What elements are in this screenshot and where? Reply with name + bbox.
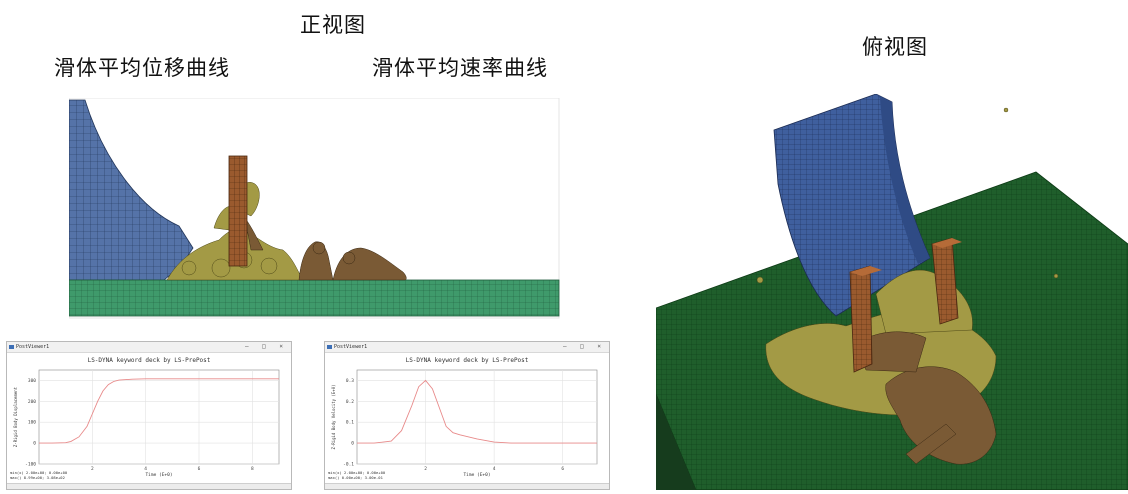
displacement-chart: 2 4 6 8 -100 0 100 200 300 Time (E+0) Z-Rigid Body… — [7, 342, 291, 489]
barrier-pillar — [229, 156, 247, 266]
y-tick-label: 0.3 — [346, 378, 354, 384]
plot-status-bar — [7, 483, 291, 489]
top-view-simulation — [656, 94, 1128, 490]
top-pillar-left — [850, 266, 872, 372]
displacement-curve-label: 滑体平均位移曲线 — [54, 52, 230, 82]
y-axis-label: Z-Rigid Body Displacement — [13, 386, 18, 447]
x-tick-label: 4 — [144, 466, 147, 472]
front-view-mesh — [69, 98, 561, 320]
y-tick-label: 0.2 — [346, 399, 354, 405]
x-tick-label: 2 — [424, 466, 427, 472]
velocity-chart: 2 4 6 -0.1 0 0.1 0.2 0.3 Time (E+0) Z-Rigid Body … — [325, 342, 609, 489]
y-tick-label: 0 — [351, 441, 354, 447]
front-view-simulation — [69, 98, 561, 320]
y-tick-label: 0.1 — [346, 420, 354, 426]
plot-status-bar — [325, 483, 609, 489]
x-tick-label: 4 — [493, 466, 496, 472]
top-view-mesh — [656, 94, 1128, 490]
y-tick-label: -100 — [25, 462, 36, 468]
chart-footer-text: max() 8.99e+00; 3.08e+02 — [10, 475, 65, 480]
x-tick-label: 8 — [251, 466, 254, 472]
x-tick-label: 6 — [561, 466, 564, 472]
x-axis-label: Time (E+0) — [145, 472, 172, 478]
x-axis-label: Time (E+0) — [463, 472, 490, 478]
chart-footer-text: max() 0.00e+00; 3.00e-01 — [328, 475, 384, 480]
displacement-plot-window: PostViewer1 — □ × LS-DYNA keyword deck b… — [6, 341, 292, 490]
front-view-label: 正视图 — [300, 9, 366, 39]
velocity-curve-label: 滑体平均速率曲线 — [372, 52, 548, 82]
y-tick-label: 200 — [28, 399, 36, 405]
plot-area — [357, 370, 597, 464]
x-tick-label: 6 — [198, 466, 201, 472]
velocity-plot-window: PostViewer1 — □ × LS-DYNA keyword deck b… — [324, 341, 610, 490]
y-tick-label: 300 — [28, 378, 36, 384]
x-tick-label: 2 — [91, 466, 94, 472]
y-tick-label: 100 — [28, 420, 36, 426]
y-tick-label: -0.1 — [343, 462, 354, 468]
plot-area — [39, 370, 279, 464]
y-axis-label: Z-Rigid Body Velocity (E+0) — [331, 384, 336, 449]
ground-mesh — [69, 280, 559, 316]
y-tick-label: 0 — [33, 441, 36, 447]
top-view-label: 俯视图 — [862, 31, 928, 61]
